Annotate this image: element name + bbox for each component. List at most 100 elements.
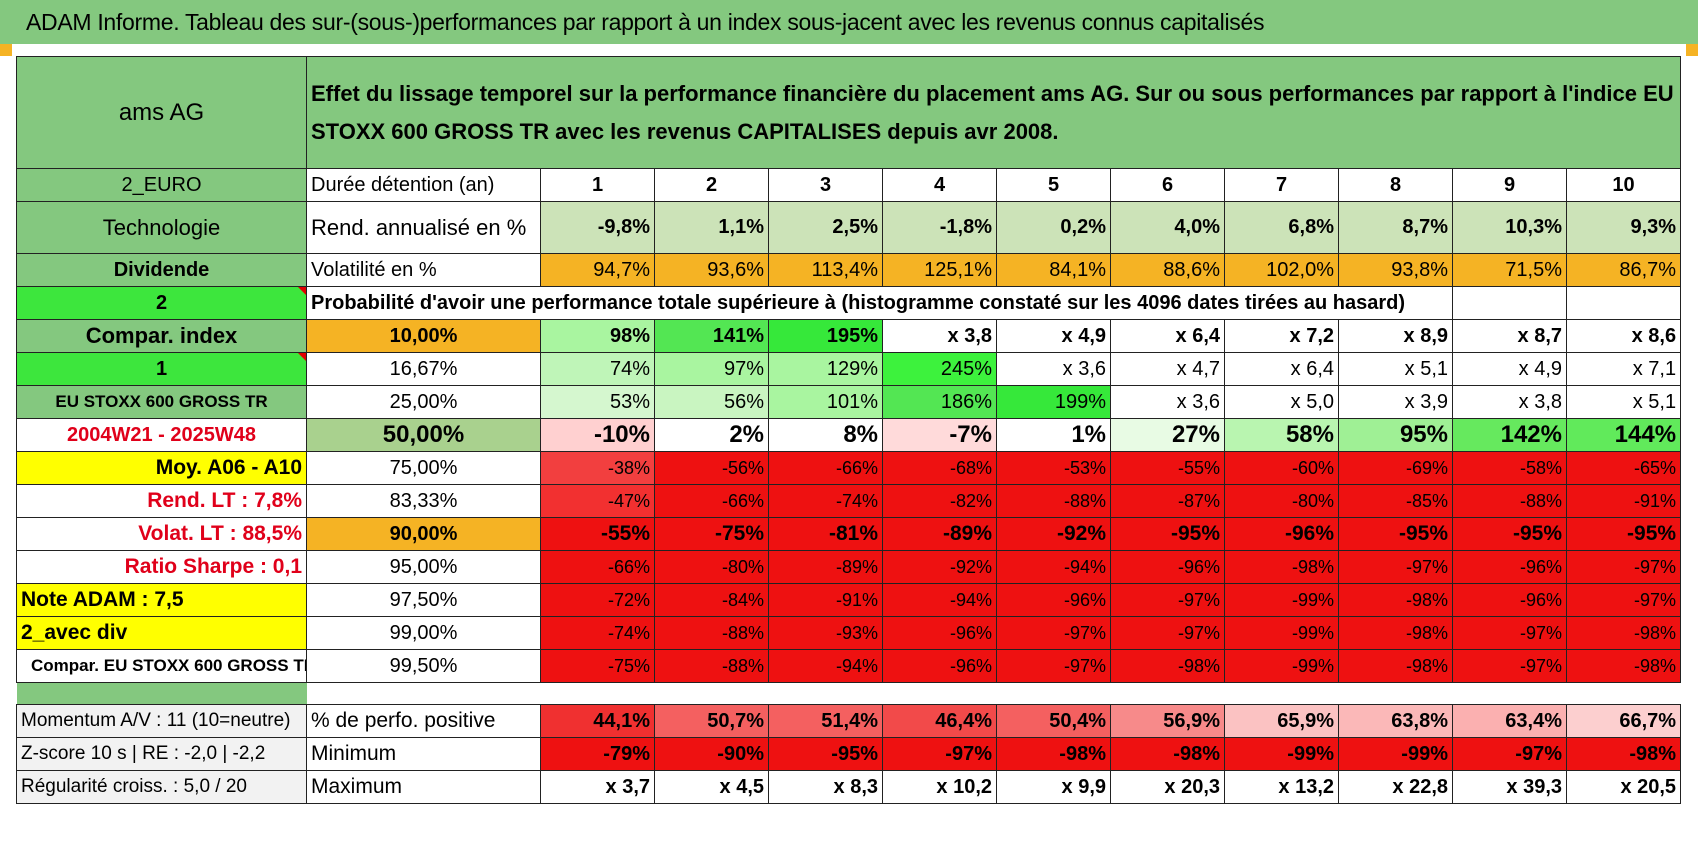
- metric-value: x 10,2: [882, 770, 997, 804]
- performance-table: ams AG Effet du lissage temporel sur la p…: [16, 56, 1682, 804]
- probability-heading-row: 2 Probabilité d'avoir une performance tot…: [16, 286, 1682, 320]
- performance-value: 144%: [1565, 418, 1682, 452]
- performance-value: x 3,8: [882, 319, 997, 353]
- dividend-label: Dividende: [16, 253, 307, 287]
- performance-value: -66%: [768, 451, 883, 485]
- side-label: Moy. A06 - A10: [16, 451, 307, 485]
- metric-label: % de perfo. positive: [306, 704, 541, 738]
- probability-heading: Probabilité d'avoir une performance tota…: [306, 286, 1453, 320]
- metric-label: Maximum: [306, 770, 541, 804]
- performance-value: x 8,7: [1452, 319, 1567, 353]
- metric-value: x 4,5: [654, 770, 769, 804]
- performance-value: -72%: [540, 583, 655, 617]
- metric-value: 56,9%: [1110, 704, 1225, 738]
- indicator-label: Z-score 10 s | RE : -2,0 | -2,2: [16, 737, 307, 771]
- prob-row-99: 2_avec div 99,00% -74% -88% -93% -96% -97% -97%…: [16, 616, 1682, 650]
- metric-value: 63,8%: [1338, 704, 1453, 738]
- performance-value: -55%: [1110, 451, 1225, 485]
- performance-value: -97%: [996, 649, 1111, 683]
- performance-value: x 3,6: [996, 352, 1111, 386]
- count-label: 2: [16, 286, 307, 320]
- performance-value: 8%: [768, 418, 883, 452]
- percentile-label: 25,00%: [306, 385, 541, 419]
- performance-value: 97%: [654, 352, 769, 386]
- performance-value: 141%: [654, 319, 769, 353]
- side-label: 1: [16, 352, 307, 386]
- performance-value: -65%: [1565, 451, 1682, 485]
- performance-value: -88%: [654, 616, 769, 650]
- performance-value: -47%: [540, 484, 655, 518]
- performance-value: -93%: [768, 616, 883, 650]
- performance-value: -80%: [1224, 484, 1339, 518]
- volatility-value: 102,0%: [1224, 253, 1339, 287]
- performance-value: x 6,4: [1224, 352, 1339, 386]
- performance-value: 95%: [1338, 418, 1453, 452]
- performance-value: -56%: [654, 451, 769, 485]
- metric-value: -99%: [1224, 737, 1339, 771]
- performance-value: -98%: [1338, 649, 1453, 683]
- percentile-label: 83,33%: [306, 484, 541, 518]
- performance-value: -74%: [768, 484, 883, 518]
- performance-value: -88%: [1452, 484, 1567, 518]
- prob-row-50: 2004W21 - 2025W48 50,00% -10% 2% 8% -7% 1% 27% 5…: [16, 418, 1682, 452]
- performance-value: -99%: [1224, 649, 1339, 683]
- performance-value: -94%: [882, 583, 997, 617]
- performance-value: -58%: [1452, 451, 1567, 485]
- metric-value: 65,9%: [1224, 704, 1339, 738]
- annualized-return-value: -9,8%: [540, 201, 655, 254]
- performance-value: -84%: [654, 583, 769, 617]
- performance-value: x 7,2: [1224, 319, 1339, 353]
- performance-value: -98%: [1565, 649, 1682, 683]
- metric-value: -98%: [996, 737, 1111, 771]
- performance-value: -94%: [768, 649, 883, 683]
- prob-row-99-5: Compar. EU STOXX 600 GROSS TR 99,50% -75% -…: [16, 649, 1682, 683]
- performance-value: -97%: [1338, 550, 1453, 584]
- header-row: ams AG Effet du lissage temporel sur la p…: [16, 56, 1682, 169]
- indicator-label: Régularité croiss. : 5,0 / 20: [16, 770, 307, 804]
- performance-value: -89%: [768, 550, 883, 584]
- performance-value: -98%: [1224, 550, 1339, 584]
- performance-value: x 5,1: [1565, 385, 1682, 419]
- metric-value: x 22,8: [1338, 770, 1453, 804]
- metric-value: -99%: [1338, 737, 1453, 771]
- side-label: 2004W21 - 2025W48: [16, 418, 307, 452]
- metric-value: -97%: [882, 737, 997, 771]
- metric-value: 63,4%: [1452, 704, 1567, 738]
- side-label: Compar. index: [16, 319, 307, 353]
- positive-perf-row: Momentum A/V : 11 (10=neutre)% de perfo.…: [16, 704, 1682, 738]
- performance-value: -85%: [1338, 484, 1453, 518]
- performance-value: -97%: [1110, 583, 1225, 617]
- annualized-return-value: 0,2%: [996, 201, 1111, 254]
- metric-value: x 39,3: [1452, 770, 1567, 804]
- percentile-label: 90,00%: [306, 517, 541, 551]
- performance-value: -10%: [540, 418, 655, 452]
- separator-row: [16, 682, 1681, 705]
- performance-value: -97%: [1110, 616, 1225, 650]
- performance-value: 56%: [654, 385, 769, 419]
- percentile-label: 99,00%: [306, 616, 541, 650]
- performance-value: -53%: [996, 451, 1111, 485]
- performance-value: -96%: [1452, 583, 1567, 617]
- performance-value: -81%: [768, 517, 883, 551]
- metric-value: x 8,3: [768, 770, 883, 804]
- performance-value: -99%: [1224, 583, 1339, 617]
- volatility-value: 71,5%: [1452, 253, 1567, 287]
- minimum-row: Z-score 10 s | RE : -2,0 | -2,2 Minimum -7…: [16, 737, 1682, 771]
- prob-row-16: 1 16,67% 74% 97% 129% 245% x 3,6 x 4,7 x 6,4 x 5,…: [16, 352, 1682, 386]
- metric-value: 50,4%: [996, 704, 1111, 738]
- metric-value: x 20,3: [1110, 770, 1225, 804]
- annualized-return-value: 2,5%: [768, 201, 883, 254]
- performance-value: -88%: [996, 484, 1111, 518]
- percentile-label: 95,00%: [306, 550, 541, 584]
- performance-value: x 5,1: [1338, 352, 1453, 386]
- performance-value: -98%: [1338, 583, 1453, 617]
- metric-value: -98%: [1110, 737, 1225, 771]
- prob-row-90: Volat. LT : 88,5% 90,00% -55% -75% -81% -89% -…: [16, 517, 1682, 551]
- performance-value: -7%: [882, 418, 997, 452]
- performance-value: 199%: [996, 385, 1111, 419]
- performance-value: -96%: [882, 616, 997, 650]
- performance-value: -96%: [1110, 550, 1225, 584]
- performance-value: 195%: [768, 319, 883, 353]
- currency-label: 2_EURO: [16, 168, 307, 202]
- performance-value: -66%: [540, 550, 655, 584]
